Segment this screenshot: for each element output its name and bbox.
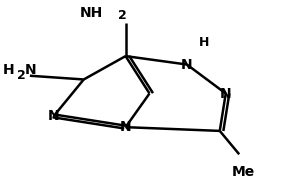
- Text: 2: 2: [17, 69, 26, 82]
- Text: 2: 2: [118, 8, 127, 22]
- Text: H: H: [3, 63, 15, 77]
- Text: H: H: [199, 36, 209, 49]
- Text: Me: Me: [232, 165, 255, 179]
- Text: N: N: [181, 58, 193, 71]
- Text: N: N: [220, 87, 231, 100]
- Text: N: N: [25, 63, 36, 77]
- Text: N: N: [48, 109, 60, 123]
- Text: N: N: [120, 120, 131, 134]
- Text: NH: NH: [80, 6, 103, 20]
